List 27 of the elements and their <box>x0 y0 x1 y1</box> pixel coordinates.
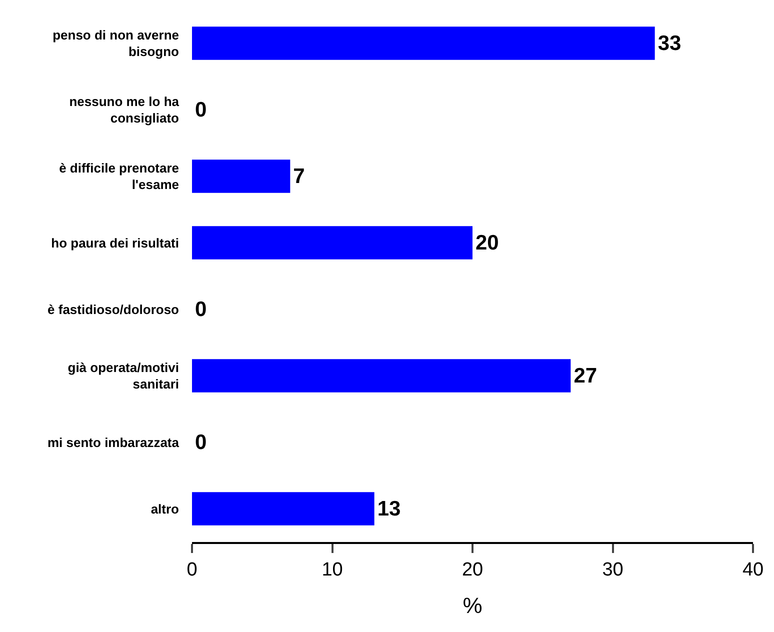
y-tick-label: è difficile prenotare l'esame <box>59 160 179 192</box>
data-label: 0 <box>195 430 207 454</box>
bar <box>192 492 374 526</box>
data-label: 0 <box>195 98 207 122</box>
data-label: 27 <box>574 364 598 388</box>
data-label: 13 <box>377 497 401 520</box>
y-tick-label: nessuno me lo ha consigliato <box>69 94 180 126</box>
y-tick-label: penso di non averne bisogno <box>52 27 180 60</box>
y-tick-label: mi sento imbarazzata <box>48 434 180 450</box>
bar <box>192 226 472 260</box>
bar <box>192 26 655 60</box>
x-tick-label: 20 <box>462 560 484 581</box>
y-tick-label: ho paura dei risultati <box>51 235 179 250</box>
x-tick-label: 30 <box>602 560 624 581</box>
bar <box>192 359 571 392</box>
x-tick-label: 0 <box>186 560 198 581</box>
x-tick-label: 10 <box>322 560 343 581</box>
data-label: 20 <box>476 231 499 254</box>
data-label: 33 <box>658 32 682 55</box>
bar <box>192 160 290 193</box>
y-tick-label: è fastidioso/doloroso <box>48 302 180 317</box>
y-tick-label: altro <box>150 501 180 516</box>
data-label: 0 <box>195 298 207 321</box>
data-label: 7 <box>293 164 305 188</box>
x-axis-title: % <box>462 592 482 618</box>
y-tick-label: già operata/motivi sanitari <box>68 360 179 392</box>
x-tick-label: 40 <box>742 560 764 581</box>
